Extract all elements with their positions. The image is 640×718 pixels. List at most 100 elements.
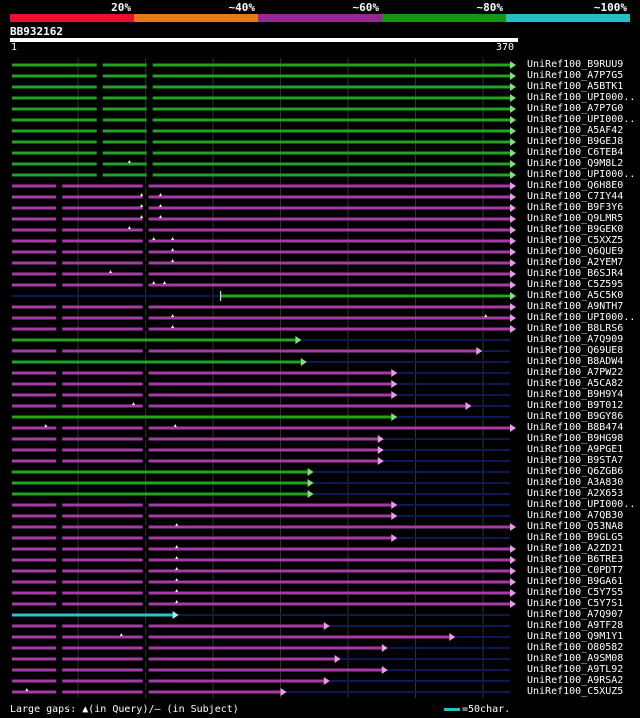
hit-bar[interactable] bbox=[12, 569, 510, 573]
hit-label[interactable]: UniRef100_B9H9Y4 bbox=[527, 389, 624, 400]
hit-label[interactable]: UniRef100_UPI000.. bbox=[527, 499, 636, 510]
hit-label[interactable]: UniRef100_A7P7G5 bbox=[527, 70, 624, 81]
hit-bar[interactable] bbox=[12, 635, 450, 639]
hit-bar[interactable] bbox=[12, 503, 392, 507]
hit-bar[interactable] bbox=[12, 492, 308, 496]
hit-bar[interactable] bbox=[12, 162, 510, 166]
hit-label[interactable]: UniRef100_A7QB30 bbox=[527, 510, 624, 521]
hit-label[interactable]: UniRef100_C5Y7S1 bbox=[527, 598, 624, 609]
hit-label[interactable]: UniRef100_B6SJR4 bbox=[527, 268, 624, 279]
hit-label[interactable]: UniRef100_B9GEK0 bbox=[527, 224, 624, 235]
hit-label[interactable]: UniRef100_C5XXZ5 bbox=[527, 235, 624, 246]
hit-label[interactable]: UniRef100_A3A830 bbox=[527, 477, 624, 488]
hit-label[interactable]: UniRef100_A7PW22 bbox=[527, 367, 624, 378]
hit-label[interactable]: UniRef100_A2YEM7 bbox=[527, 257, 624, 268]
hit-bar[interactable] bbox=[12, 360, 301, 364]
hit-bar[interactable] bbox=[12, 415, 392, 419]
hit-label[interactable]: UniRef100_A5BTK1 bbox=[527, 81, 624, 92]
hit-label[interactable]: UniRef100_B9STA7 bbox=[527, 455, 624, 466]
hit-label[interactable]: UniRef100_C5Y7S5 bbox=[527, 587, 624, 598]
hit-label[interactable]: UniRef100_A7Q907 bbox=[527, 609, 624, 620]
hit-bar[interactable] bbox=[12, 591, 510, 595]
hit-label[interactable]: UniRef100_UPI000.. bbox=[527, 114, 636, 125]
hit-label[interactable]: UniRef100_C7IY44 bbox=[527, 191, 624, 202]
hit-bar[interactable] bbox=[12, 547, 510, 551]
hit-bar[interactable] bbox=[12, 63, 510, 67]
hit-label[interactable]: UniRef100_B8LRS6 bbox=[527, 323, 624, 334]
hit-label[interactable]: UniRef100_Q9M1Y1 bbox=[527, 631, 624, 642]
hit-bar[interactable] bbox=[12, 173, 510, 177]
hit-bar[interactable] bbox=[12, 272, 510, 276]
hit-label[interactable]: UniRef100_B9GLG5 bbox=[527, 532, 624, 543]
hit-bar[interactable] bbox=[12, 558, 510, 562]
hit-bar[interactable] bbox=[12, 613, 173, 617]
hit-label[interactable]: UniRef100_B9RUU9 bbox=[527, 59, 624, 70]
hit-bar[interactable] bbox=[12, 437, 378, 441]
hit-bar[interactable] bbox=[12, 206, 510, 210]
hit-bar[interactable] bbox=[12, 657, 335, 661]
hit-bar[interactable] bbox=[12, 426, 510, 430]
hit-bar[interactable] bbox=[12, 85, 510, 89]
hit-bar[interactable] bbox=[12, 624, 324, 628]
hit-label[interactable]: UniRef100_B6TRE3 bbox=[527, 554, 624, 565]
hit-bar[interactable] bbox=[12, 525, 510, 529]
hit-label[interactable]: UniRef100_A9NTH7 bbox=[527, 301, 624, 312]
hit-bar[interactable] bbox=[12, 107, 510, 111]
hit-label[interactable]: UniRef100_C6TEB4 bbox=[527, 147, 624, 158]
hit-bar[interactable] bbox=[12, 514, 392, 518]
hit-bar[interactable] bbox=[12, 327, 510, 331]
hit-label[interactable]: UniRef100_A9RSA2 bbox=[527, 675, 624, 686]
hit-bar[interactable] bbox=[12, 382, 392, 386]
hit-bar[interactable] bbox=[12, 470, 308, 474]
hit-label[interactable]: UniRef100_A9SM08 bbox=[527, 653, 624, 664]
hit-bar[interactable] bbox=[12, 393, 392, 397]
hit-label[interactable]: UniRef100_A5CA82 bbox=[527, 378, 624, 389]
hit-label[interactable]: UniRef100_B9F3Y6 bbox=[527, 202, 624, 213]
hit-bar[interactable] bbox=[12, 459, 378, 463]
hit-bar[interactable] bbox=[12, 404, 466, 408]
hit-bar[interactable] bbox=[12, 283, 510, 287]
hit-bar[interactable] bbox=[12, 151, 510, 155]
hit-bar[interactable] bbox=[221, 294, 510, 298]
hit-label[interactable]: UniRef100_A5AF42 bbox=[527, 125, 624, 136]
hit-label[interactable]: UniRef100_C5Z595 bbox=[527, 279, 624, 290]
hit-label[interactable]: UniRef100_Q6QUE9 bbox=[527, 246, 624, 257]
hit-bar[interactable] bbox=[12, 679, 324, 683]
hit-bar[interactable] bbox=[12, 250, 510, 254]
hit-label[interactable]: UniRef100_UPI000.. bbox=[527, 92, 636, 103]
hit-bar[interactable] bbox=[12, 217, 510, 221]
hit-label[interactable]: UniRef100_B8ADW4 bbox=[527, 356, 624, 367]
hit-label[interactable]: UniRef100_C0PDT7 bbox=[527, 565, 624, 576]
hit-bar[interactable] bbox=[12, 74, 510, 78]
hit-label[interactable]: UniRef100_B9GEJ8 bbox=[527, 136, 624, 147]
hit-bar[interactable] bbox=[12, 481, 308, 485]
hit-bar[interactable] bbox=[12, 228, 510, 232]
hit-label[interactable]: UniRef100_C5XUZ5 bbox=[527, 686, 624, 697]
hit-bar[interactable] bbox=[12, 316, 510, 320]
hit-label[interactable]: UniRef100_UPI000.. bbox=[527, 312, 636, 323]
hit-label[interactable]: UniRef100_B9GY86 bbox=[527, 411, 624, 422]
hit-label[interactable]: UniRef100_Q6H8E0 bbox=[527, 180, 624, 191]
hit-bar[interactable] bbox=[12, 646, 382, 650]
hit-label[interactable]: UniRef100_A9PGE1 bbox=[527, 444, 624, 455]
hit-label[interactable]: UniRef100_A9TF28 bbox=[527, 620, 624, 631]
hit-bar[interactable] bbox=[12, 261, 510, 265]
hit-label[interactable]: UniRef100_A5C5K0 bbox=[527, 290, 624, 301]
hit-label[interactable]: UniRef100_UPI000.. bbox=[527, 169, 636, 180]
hit-label[interactable]: UniRef100_B8B474 bbox=[527, 422, 624, 433]
hit-bar[interactable] bbox=[12, 239, 510, 243]
hit-label[interactable]: UniRef100_Q6ZGB6 bbox=[527, 466, 624, 477]
hit-label[interactable]: UniRef100_Q9LMR5 bbox=[527, 213, 624, 224]
hit-label[interactable]: UniRef100_A7P7G0 bbox=[527, 103, 624, 114]
hit-bar[interactable] bbox=[12, 305, 510, 309]
hit-bar[interactable] bbox=[12, 536, 392, 540]
hit-label[interactable]: UniRef100_Q9M8L2 bbox=[527, 158, 624, 169]
hit-label[interactable]: UniRef100_O80582 bbox=[527, 642, 624, 653]
hit-bar[interactable] bbox=[12, 448, 378, 452]
hit-label[interactable]: UniRef100_A7Q909 bbox=[527, 334, 624, 345]
hit-bar[interactable] bbox=[12, 129, 510, 133]
hit-bar[interactable] bbox=[12, 184, 510, 188]
hit-label[interactable]: UniRef100_A2ZD21 bbox=[527, 543, 624, 554]
hit-label[interactable]: UniRef100_A2X653 bbox=[527, 488, 624, 499]
hit-label[interactable]: UniRef100_Q69UE8 bbox=[527, 345, 624, 356]
